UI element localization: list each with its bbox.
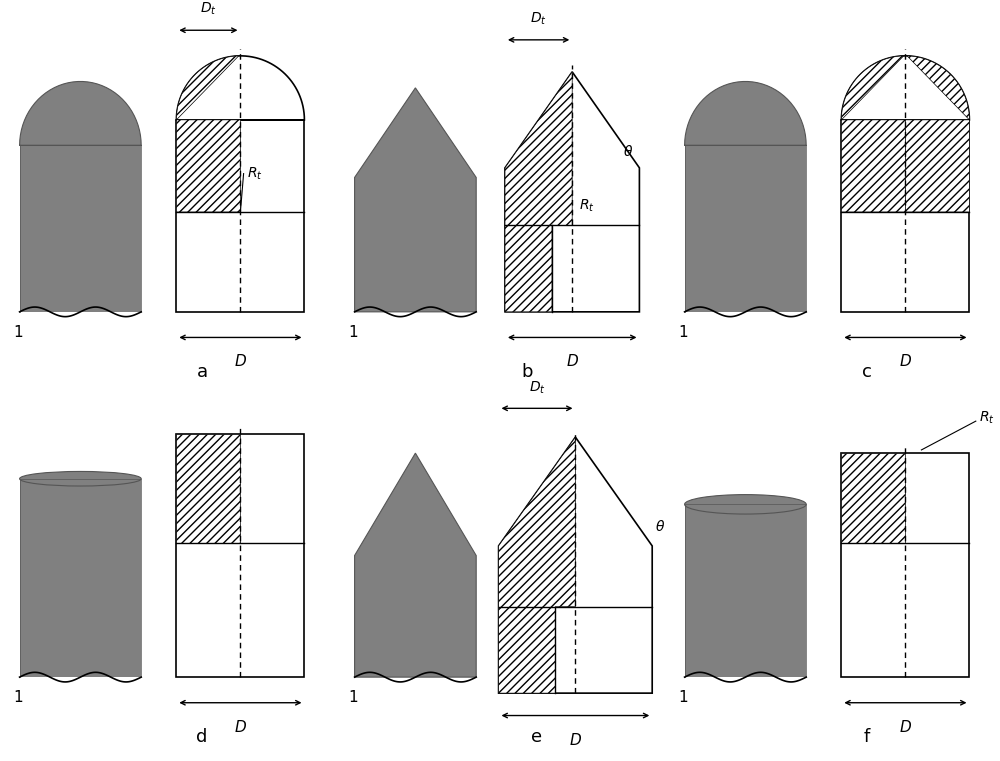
Text: $\theta$: $\theta$: [655, 519, 666, 534]
Polygon shape: [841, 453, 905, 543]
Ellipse shape: [20, 471, 141, 486]
Polygon shape: [499, 437, 575, 693]
Text: b: b: [522, 363, 533, 381]
Text: $D$: $D$: [566, 353, 579, 369]
Polygon shape: [176, 56, 304, 119]
Polygon shape: [355, 453, 476, 677]
Text: $D$: $D$: [899, 718, 912, 734]
Polygon shape: [841, 56, 969, 119]
Polygon shape: [355, 88, 476, 312]
Text: a: a: [196, 363, 208, 381]
Text: f: f: [864, 728, 870, 747]
Text: $\theta$: $\theta$: [623, 145, 633, 159]
Polygon shape: [841, 453, 969, 677]
Ellipse shape: [685, 495, 806, 514]
Polygon shape: [20, 81, 141, 145]
Polygon shape: [841, 119, 969, 312]
Text: $D_t$: $D_t$: [529, 379, 545, 396]
Text: $D$: $D$: [234, 718, 247, 734]
Polygon shape: [20, 145, 141, 312]
Polygon shape: [505, 72, 639, 312]
Text: c: c: [862, 363, 872, 381]
Text: d: d: [196, 728, 208, 747]
Text: 1: 1: [13, 325, 23, 339]
Polygon shape: [505, 72, 572, 312]
Text: $D$: $D$: [899, 353, 912, 369]
Polygon shape: [176, 119, 304, 312]
Text: e: e: [531, 728, 543, 747]
Text: $D_t$: $D_t$: [200, 1, 217, 18]
Polygon shape: [499, 437, 652, 693]
Text: 1: 1: [678, 325, 688, 339]
Polygon shape: [176, 56, 240, 212]
Text: $D$: $D$: [569, 731, 582, 747]
Polygon shape: [176, 434, 240, 543]
Text: 1: 1: [13, 690, 23, 705]
Text: 1: 1: [348, 325, 358, 339]
Polygon shape: [685, 505, 806, 677]
Text: $R_t$: $R_t$: [979, 409, 995, 426]
Text: $D$: $D$: [234, 353, 247, 369]
Polygon shape: [20, 479, 141, 677]
Polygon shape: [905, 56, 969, 212]
Text: 1: 1: [348, 690, 358, 705]
Polygon shape: [176, 434, 304, 677]
Polygon shape: [841, 56, 905, 212]
Text: 1: 1: [678, 690, 688, 705]
Polygon shape: [685, 145, 806, 312]
Text: $R_t$: $R_t$: [247, 165, 263, 182]
Text: $R_t$: $R_t$: [579, 198, 594, 215]
Text: $D_t$: $D_t$: [530, 11, 547, 27]
Polygon shape: [685, 81, 806, 145]
